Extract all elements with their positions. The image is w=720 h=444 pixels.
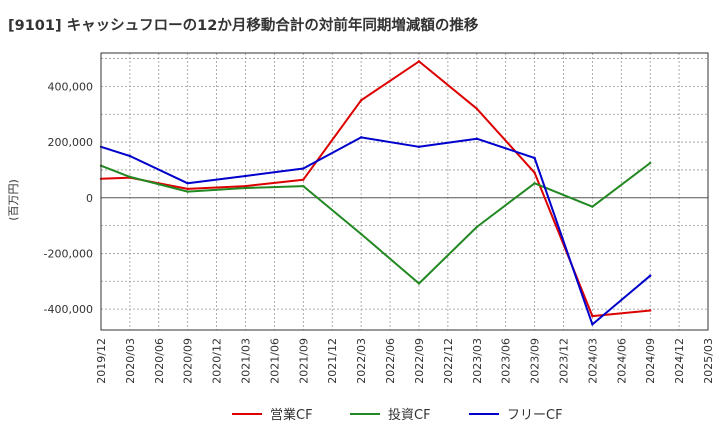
data-point (128, 175, 132, 179)
y-tick-label: 400,000 (48, 80, 94, 93)
x-tick-label: 2020/12 (211, 338, 224, 384)
x-tick-label: 2023/09 (529, 338, 542, 384)
y-tick-label: -400,000 (44, 303, 93, 316)
y-tick-labels: -400,000 -200,000 0 200,000 400,000 (44, 80, 93, 316)
x-tick-label: 2022/06 (384, 338, 397, 384)
data-point (244, 174, 247, 178)
data-point (417, 282, 421, 285)
x-tick-label: 2023/03 (471, 338, 484, 384)
y-tick-label: 0 (86, 192, 93, 205)
x-tick-label: 2023/06 (500, 338, 513, 384)
data-point (648, 309, 652, 312)
data-point (244, 186, 247, 190)
data-point (417, 145, 421, 149)
x-tick-label: 2020/06 (153, 338, 166, 384)
x-tick-label: 2019/12 (95, 338, 108, 384)
x-tick-label: 2022/03 (355, 338, 368, 384)
x-tick-label: 2021/09 (297, 338, 310, 384)
data-point (359, 136, 363, 139)
data-point (533, 171, 536, 174)
data-point (186, 182, 189, 185)
grid-lines (101, 53, 708, 330)
plot-frame (100, 52, 709, 331)
x-tick-label: 2021/06 (268, 338, 281, 384)
x-tick-label: 2020/09 (182, 338, 195, 384)
legend-label: 営業CF (270, 407, 313, 423)
x-tick-label: 2024/03 (586, 338, 599, 384)
data-point (244, 184, 247, 188)
x-tick-labels: 2019/12 2020/03 2020/06 2020/09 2020/12 2021/… (95, 338, 715, 384)
data-point (591, 205, 594, 208)
legend-label: フリーCF (507, 408, 563, 423)
data-point (186, 187, 189, 191)
x-tick-label: 2024/06 (615, 338, 628, 384)
data-point (533, 156, 536, 160)
legend: 営業CF 投資CF フリーCF (232, 407, 563, 423)
y-tick-label: -200,000 (44, 247, 93, 260)
legend-label: 投資CF (388, 407, 431, 423)
x-tick-label: 2020/03 (124, 338, 137, 384)
data-point (591, 323, 594, 326)
x-tick-label: 2025/03 (702, 338, 715, 384)
x-tick-label: 2022/12 (442, 338, 455, 384)
data-point (128, 154, 132, 158)
data-point (648, 274, 652, 277)
x-tick-label: 2023/12 (557, 338, 570, 384)
data-point (591, 314, 594, 318)
x-tick-label: 2024/12 (673, 338, 686, 384)
x-tick-label: 2021/03 (240, 338, 253, 384)
x-tick-label: 2021/12 (326, 338, 339, 384)
series-lines (99, 60, 652, 326)
data-point (302, 184, 305, 188)
data-point (302, 178, 305, 181)
x-tick-label: 2022/09 (413, 338, 426, 384)
x-tick-label: 2024/09 (644, 338, 657, 384)
data-point (648, 161, 652, 165)
data-point (359, 99, 363, 102)
data-point (475, 225, 478, 229)
chart-title: [9101] キャッシュフローの12か月移動合計の対前年同期増減額の推移 (8, 16, 479, 34)
data-point (417, 60, 421, 63)
y-tick-label: 200,000 (48, 136, 94, 149)
data-point (533, 182, 536, 185)
data-point (186, 190, 189, 193)
data-point (475, 107, 478, 110)
data-point (302, 167, 305, 170)
data-point (359, 232, 363, 236)
y-axis-label: (百万円) (7, 179, 20, 221)
data-point (475, 137, 478, 140)
